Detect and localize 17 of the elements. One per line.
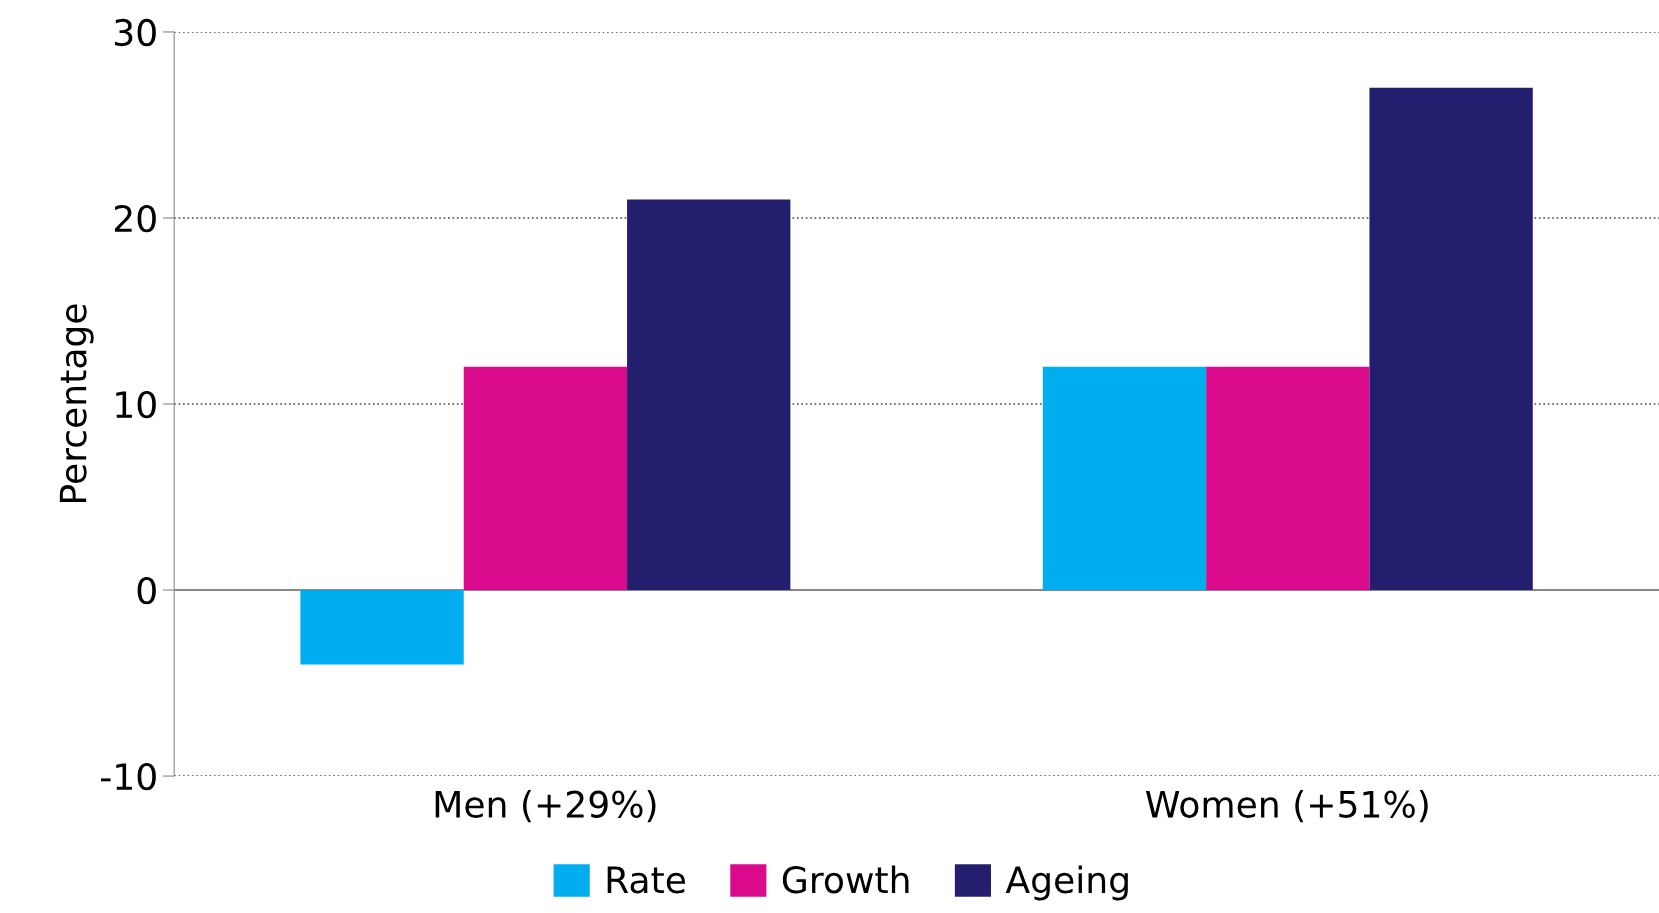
y-tick-label: 10 xyxy=(116,390,156,419)
y-axis-title: Percentage xyxy=(59,304,94,503)
bar xyxy=(1206,366,1370,591)
bar xyxy=(1369,87,1533,591)
bar xyxy=(300,590,464,665)
legend-label: Growth xyxy=(782,865,909,894)
legend-label: Ageing xyxy=(1005,865,1128,901)
bar xyxy=(627,199,791,591)
bar xyxy=(1042,366,1207,591)
bar xyxy=(463,366,628,591)
x-tick-label: Women (+51%) xyxy=(1145,789,1428,823)
y-tick-label: 0 xyxy=(137,576,156,605)
y-tick-label: 20 xyxy=(114,204,156,233)
y-tick-label: -10 xyxy=(101,762,156,791)
legend-label: Rate xyxy=(607,866,686,894)
y-tick-label: 30 xyxy=(115,18,156,47)
x-tick-label: Men (+29%) xyxy=(435,789,656,823)
